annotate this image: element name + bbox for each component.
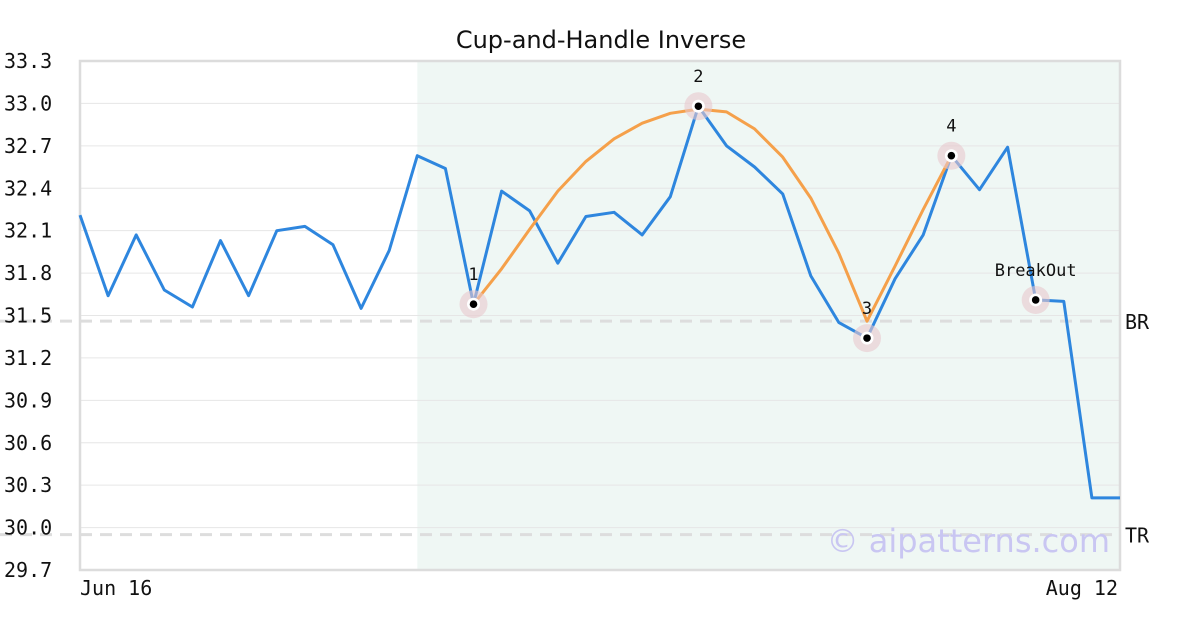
point-label: 4 bbox=[946, 117, 956, 137]
y-tick-label: 32.4 bbox=[4, 176, 52, 200]
y-tick-label: 32.7 bbox=[4, 134, 52, 158]
y-tick-label: 31.2 bbox=[4, 346, 52, 370]
y-tick-label: 29.7 bbox=[4, 558, 52, 582]
y-tick-label: 31.8 bbox=[4, 261, 52, 285]
y-tick-label: 30.0 bbox=[4, 516, 52, 540]
y-tick-label: 30.3 bbox=[4, 473, 52, 497]
point-marker bbox=[1031, 296, 1040, 304]
point-label: BreakOut bbox=[995, 261, 1077, 281]
plot-frame bbox=[78, 59, 1122, 572]
point-label: 3 bbox=[862, 299, 872, 319]
y-tick-label: 30.9 bbox=[4, 388, 52, 412]
x-tick-label: Aug 12 bbox=[1046, 576, 1118, 600]
point-marker bbox=[863, 334, 871, 342]
y-tick-label: 32.1 bbox=[4, 219, 52, 243]
chart-title: Cup-and-Handle Inverse bbox=[456, 26, 746, 54]
pattern-line bbox=[472, 107, 953, 323]
x-tick-label: Jun 16 bbox=[80, 576, 152, 600]
reference-line-label: BR bbox=[1125, 310, 1150, 334]
y-tick-label: 30.6 bbox=[4, 431, 52, 455]
point-marker bbox=[469, 300, 478, 308]
reference-line-label: TR bbox=[1125, 524, 1150, 548]
point-label: 2 bbox=[693, 67, 703, 87]
y-tick-label: 31.5 bbox=[4, 304, 52, 328]
point-marker bbox=[947, 151, 956, 160]
point-label: 1 bbox=[468, 265, 478, 285]
watermark: © aipatterns.com bbox=[827, 522, 1110, 560]
y-tick-label: 33.0 bbox=[4, 91, 52, 115]
y-tick-label: 33.3 bbox=[4, 49, 52, 73]
point-marker bbox=[694, 102, 703, 111]
